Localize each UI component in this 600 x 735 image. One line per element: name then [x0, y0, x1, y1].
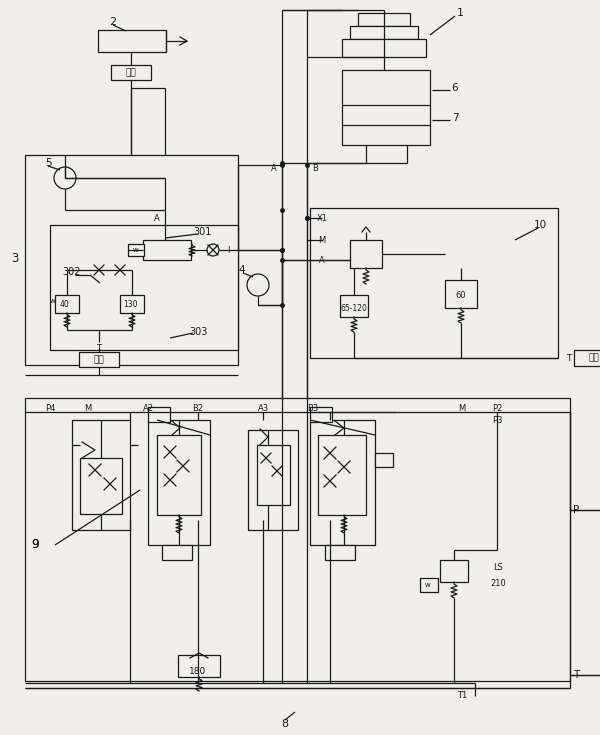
Bar: [350, 240, 382, 268]
Bar: [162, 545, 192, 560]
Bar: [325, 545, 355, 560]
Text: A: A: [271, 163, 277, 173]
Bar: [257, 445, 290, 505]
Text: X1: X1: [317, 213, 328, 223]
Text: 40: 40: [59, 299, 69, 309]
Text: 2: 2: [109, 17, 116, 27]
Bar: [440, 560, 468, 582]
Text: 210: 210: [490, 578, 506, 587]
Text: w: w: [50, 298, 56, 304]
Bar: [98, 30, 166, 52]
Text: 9: 9: [31, 539, 39, 551]
Text: P4: P4: [45, 404, 55, 412]
Text: A2: A2: [143, 404, 154, 412]
Text: B: B: [312, 163, 318, 173]
Bar: [342, 70, 430, 145]
Text: LS: LS: [493, 564, 503, 573]
Bar: [358, 13, 410, 26]
Text: 301: 301: [194, 227, 212, 237]
Text: w: w: [425, 582, 431, 588]
Text: 9: 9: [31, 539, 39, 551]
Text: B2: B2: [193, 404, 203, 412]
Text: 4: 4: [239, 265, 245, 275]
Circle shape: [54, 167, 76, 189]
Text: 65-120: 65-120: [341, 304, 367, 312]
Text: 130: 130: [123, 299, 137, 309]
Text: 6: 6: [452, 83, 458, 93]
Text: 回油: 回油: [125, 68, 136, 77]
Text: T1: T1: [457, 692, 467, 700]
Text: 3: 3: [11, 251, 19, 265]
Text: 180: 180: [190, 667, 206, 676]
Bar: [157, 435, 201, 515]
Bar: [375, 453, 393, 467]
Bar: [342, 39, 426, 57]
Bar: [420, 578, 438, 592]
Text: I: I: [227, 245, 229, 254]
Text: 5: 5: [44, 158, 52, 168]
Bar: [80, 458, 122, 514]
Bar: [340, 295, 368, 317]
Text: 302: 302: [63, 267, 81, 277]
Bar: [318, 435, 366, 515]
Bar: [120, 295, 144, 313]
Bar: [25, 398, 570, 681]
Circle shape: [207, 244, 219, 256]
Bar: [310, 420, 375, 545]
Text: 回油: 回油: [94, 355, 104, 364]
Text: A3: A3: [257, 404, 269, 412]
Bar: [178, 655, 220, 677]
Text: 60: 60: [455, 290, 466, 299]
Bar: [143, 240, 191, 260]
Text: 8: 8: [281, 719, 289, 729]
Text: P2: P2: [492, 404, 502, 412]
Bar: [55, 295, 79, 313]
Bar: [310, 208, 558, 358]
Text: 303: 303: [189, 327, 207, 337]
Bar: [148, 420, 210, 545]
Bar: [445, 280, 477, 308]
Text: w: w: [133, 247, 139, 253]
Bar: [72, 420, 130, 530]
Text: P: P: [573, 505, 579, 515]
Bar: [248, 430, 298, 530]
Text: T: T: [566, 354, 571, 362]
Text: M: M: [85, 404, 92, 412]
Bar: [574, 350, 600, 366]
Text: A: A: [319, 256, 325, 265]
Text: 10: 10: [533, 220, 547, 230]
Text: T: T: [573, 670, 579, 680]
Bar: [128, 244, 144, 256]
Text: P3: P3: [492, 415, 502, 425]
Text: A: A: [154, 213, 160, 223]
Text: M: M: [319, 235, 326, 245]
Bar: [310, 407, 332, 422]
Text: T: T: [97, 343, 101, 353]
Bar: [350, 26, 418, 39]
Bar: [25, 155, 238, 365]
Bar: [148, 407, 170, 422]
Text: 1: 1: [457, 8, 464, 18]
Bar: [79, 352, 119, 367]
Bar: [111, 65, 151, 80]
Text: 回油: 回油: [589, 354, 599, 362]
Text: B3: B3: [307, 404, 319, 412]
Text: 7: 7: [452, 113, 458, 123]
Text: M: M: [458, 404, 466, 412]
Bar: [50, 225, 238, 350]
Circle shape: [247, 274, 269, 296]
